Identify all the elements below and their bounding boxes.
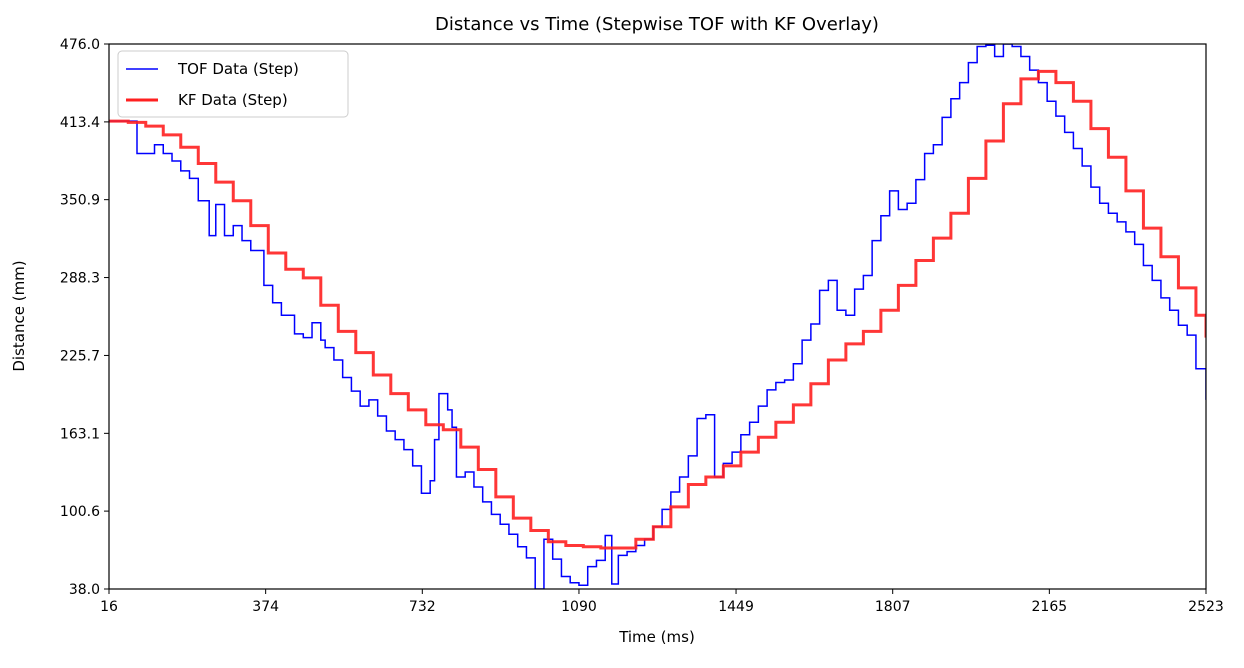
y-axis: 38.0 100.6 163.1 225.7 288.3 350.9 413.4 476.0	[60, 37, 109, 598]
y-tick-label: 38.0	[69, 582, 100, 598]
x-axis: 16 374 732 1090 1449 1807 2165 2523	[100, 589, 1224, 615]
kf-step-line	[109, 69, 1206, 550]
legend-label-kf: KF Data (Step)	[178, 91, 288, 109]
x-tick-label: 16	[100, 599, 118, 615]
plot-frame	[108, 43, 1207, 590]
y-tick-label: 100.6	[60, 504, 100, 520]
chart-title: Distance vs Time (Stepwise TOF with KF O…	[435, 14, 879, 35]
x-tick-label: 374	[252, 599, 279, 615]
x-tick-label: 1090	[561, 599, 597, 615]
x-tick-label: 732	[409, 599, 436, 615]
legend: TOF Data (Step) KF Data (Step)	[117, 50, 349, 118]
x-tick-label: 1807	[875, 599, 911, 615]
x-tick-label: 1449	[718, 599, 754, 615]
y-tick-label: 476.0	[60, 37, 100, 53]
x-axis-label: Time (ms)	[618, 628, 695, 646]
x-tick-label: 2523	[1188, 599, 1224, 615]
y-tick-label: 288.3	[60, 271, 100, 287]
x-tick-label: 2165	[1032, 599, 1068, 615]
tof-step-line	[109, 44, 1206, 589]
y-tick-label: 225.7	[60, 348, 100, 364]
y-tick-label: 350.9	[60, 193, 100, 209]
y-axis-label: Distance (mm)	[10, 260, 28, 371]
y-tick-label: 163.1	[60, 426, 100, 442]
y-tick-label: 413.4	[60, 115, 100, 131]
legend-label-tof: TOF Data (Step)	[177, 60, 299, 78]
legend-box	[117, 50, 349, 118]
plot-area	[108, 43, 1207, 590]
